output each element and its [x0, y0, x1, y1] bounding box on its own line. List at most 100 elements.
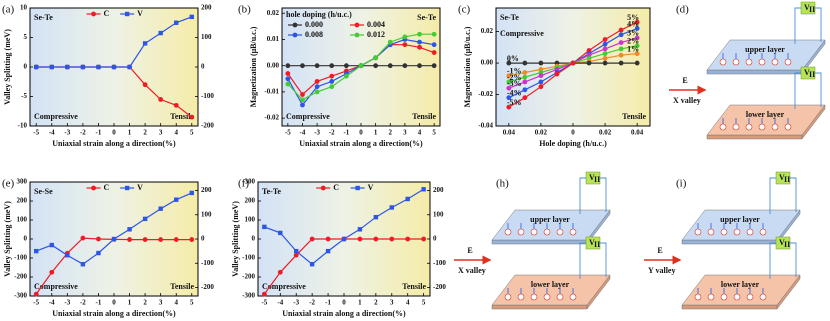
- marker: [354, 22, 360, 28]
- y-tick-label: 300: [17, 178, 28, 186]
- marker: [278, 230, 283, 236]
- marker: [300, 97, 305, 103]
- y2-tick-label: -200: [201, 283, 214, 291]
- annotation: Tensile: [402, 282, 426, 291]
- marker: [314, 89, 320, 95]
- marker: [329, 73, 335, 79]
- legend-label: C: [104, 9, 110, 18]
- dipole: [530, 228, 538, 236]
- x-tick-label: 0: [112, 129, 116, 137]
- y-tick-label: -300: [14, 292, 27, 300]
- marker: [49, 242, 54, 248]
- panel-label: (c): [458, 4, 471, 16]
- y-axis-label: Valley Splitting (meV): [3, 29, 12, 105]
- plot-frame: [29, 181, 199, 297]
- legend-label: 0.008: [305, 30, 323, 39]
- panel-label: (e): [2, 178, 15, 190]
- wire: [579, 177, 607, 214]
- y2-tick-label: -100: [201, 92, 214, 100]
- marker: [618, 46, 624, 52]
- marker: [189, 14, 194, 20]
- x-tick-label: 3: [159, 129, 163, 137]
- marker: [634, 35, 640, 41]
- marker: [602, 55, 608, 61]
- x-axis-label: Uniaxial strain along a direction(%): [52, 309, 176, 318]
- marker: [431, 42, 437, 48]
- y-tick-label: -200: [242, 273, 255, 281]
- marker: [354, 32, 360, 38]
- dipole: [543, 293, 551, 301]
- marker: [300, 63, 305, 69]
- layer-label: lower layer: [746, 110, 785, 119]
- marker: [173, 102, 179, 108]
- marker: [309, 262, 315, 267]
- legend-title: hole doping (h/u.c.): [286, 10, 352, 19]
- marker: [124, 185, 130, 191]
- y2-tick-label: 0: [201, 235, 205, 243]
- marker: [292, 22, 298, 28]
- marker: [343, 73, 349, 79]
- marker: [405, 196, 410, 202]
- marker: [373, 63, 379, 69]
- chart-title: Se-Te: [417, 13, 436, 22]
- y-tick-label: 100: [17, 216, 28, 224]
- y2-tick-label: -100: [201, 259, 214, 267]
- dipole: [732, 58, 740, 66]
- dipole: [759, 228, 767, 236]
- layer-label: upper layer: [530, 215, 570, 224]
- y2-tick-label: 100: [201, 33, 212, 41]
- wire: [769, 177, 797, 214]
- marker: [343, 63, 349, 69]
- y-tick-label: 100: [245, 216, 256, 224]
- marker: [554, 71, 560, 77]
- marker: [261, 291, 267, 297]
- x-tick-label: -4: [49, 299, 55, 307]
- marker: [417, 39, 422, 45]
- annotation: Compressive: [500, 29, 544, 38]
- voltage-subscript: II: [784, 175, 790, 184]
- marker: [158, 97, 164, 102]
- voltage-subscript: II: [784, 240, 790, 249]
- marker: [506, 60, 512, 66]
- marker: [402, 42, 408, 48]
- marker: [357, 227, 363, 232]
- x-tick-label: -5: [33, 129, 39, 137]
- x-tick-label: -4: [49, 129, 55, 137]
- dipole: [694, 228, 702, 236]
- voltage-label: V: [589, 238, 595, 247]
- marker: [602, 37, 608, 42]
- y-tick-label: 0.00: [481, 59, 494, 67]
- layer-label: upper layer: [745, 45, 785, 54]
- dipole: [530, 293, 538, 301]
- marker: [373, 236, 379, 242]
- dipole: [771, 58, 779, 66]
- marker: [127, 64, 132, 70]
- marker: [421, 187, 426, 192]
- marker: [142, 41, 148, 46]
- x-tick-label: 0.02: [599, 129, 612, 137]
- x-tick-label: -4: [300, 129, 306, 137]
- marker: [618, 40, 624, 46]
- marker: [158, 30, 163, 36]
- y2-tick-label: 0: [201, 63, 205, 71]
- dipole: [504, 293, 512, 301]
- series-label: 5%: [627, 13, 639, 22]
- marker: [142, 237, 148, 242]
- marker: [506, 85, 512, 91]
- marker: [34, 64, 39, 70]
- annotation: Tensile: [412, 112, 436, 121]
- marker: [96, 236, 101, 242]
- x-tick-label: 4: [418, 129, 422, 137]
- x-tick-label: -3: [314, 129, 320, 137]
- plot-frame: [29, 7, 199, 127]
- marker: [127, 227, 132, 232]
- field-label: E: [682, 76, 687, 85]
- marker: [34, 248, 39, 254]
- panel-label: (i): [676, 178, 687, 190]
- y2-tick-label: -100: [433, 259, 446, 267]
- y2-tick-label: 0: [433, 235, 437, 243]
- dipole: [543, 228, 551, 236]
- voltage-box: [800, 66, 816, 80]
- annotation: Compressive: [262, 282, 306, 291]
